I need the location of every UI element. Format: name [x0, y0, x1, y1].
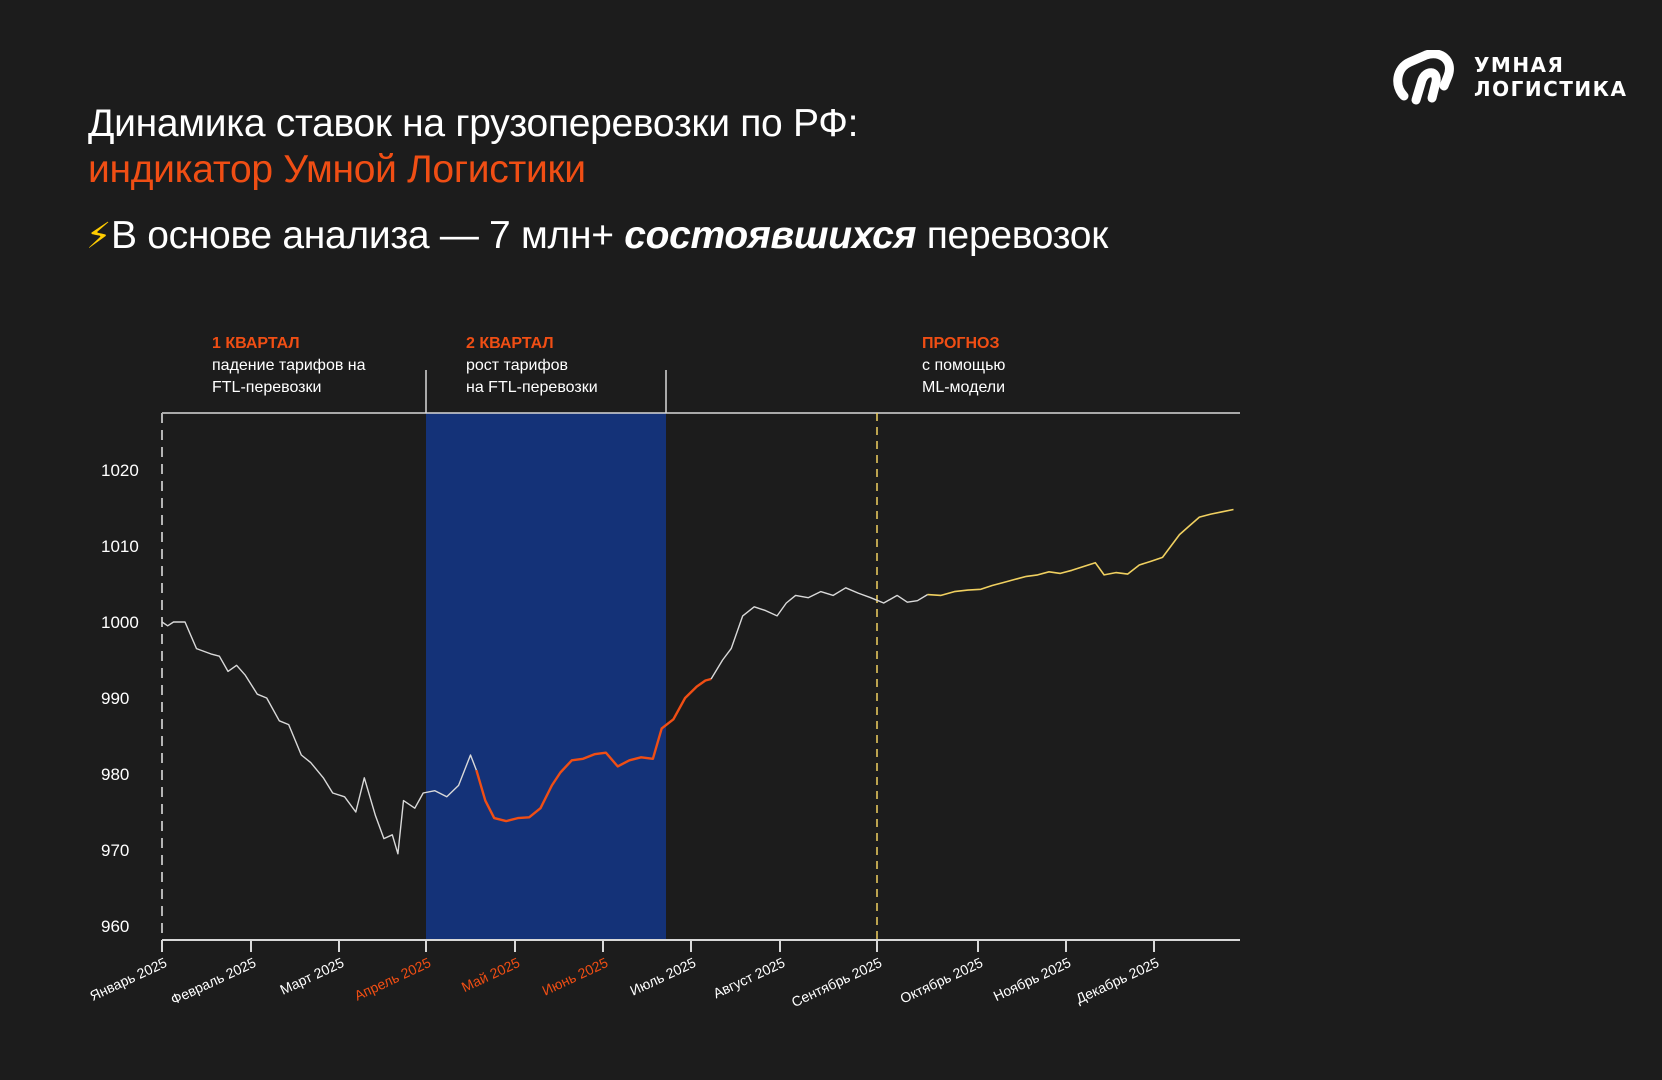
x-tick-label: Февраль 2025: [168, 954, 258, 1007]
period-heading: ПРОГНОЗ: [922, 335, 1000, 352]
x-tick-label: Апрель 2025: [352, 954, 434, 1003]
period-description: падение тарифов на: [212, 357, 366, 374]
x-tick-label: Август 2025: [711, 954, 788, 1001]
x-tick-label: Ноябрь 2025: [991, 954, 1074, 1004]
y-tick-label: 980: [101, 765, 129, 784]
y-tick-label: 960: [101, 917, 129, 936]
period-description: на FTL-перевозки: [466, 379, 598, 396]
subtitle: ⚡В основе анализа — 7 млн+ состоявшихся …: [86, 214, 1108, 258]
y-tick-label: 970: [101, 841, 129, 860]
page-title-accent: индикатор Умной Логистики: [88, 148, 586, 191]
x-tick-label: Май 2025: [459, 954, 523, 995]
y-tick-label: 1010: [101, 537, 139, 556]
x-tick-label: Октябрь 2025: [898, 954, 986, 1006]
subtitle-prefix: В основе анализа — 7 млн+: [110, 214, 625, 257]
lightning-icon: ⚡: [86, 215, 111, 256]
q2-highlight-band: [426, 413, 666, 940]
history-series-line: [710, 587, 928, 680]
subtitle-suffix: перевозок: [916, 214, 1109, 257]
page-title: Динамика ставок на грузоперевозки по РФ:: [88, 102, 859, 145]
period-description: FTL-перевозки: [212, 379, 321, 396]
y-tick-label: 1000: [101, 613, 139, 632]
x-tick-label: Июль 2025: [627, 954, 698, 998]
forecast-series-line: [927, 508, 1234, 597]
logo-text: УМНАЯ ЛОГИСТИКА: [1474, 53, 1627, 101]
logo-line2: ЛОГИСТИКА: [1474, 77, 1628, 101]
period-heading: 1 КВАРТАЛ: [212, 335, 300, 352]
x-tick-label: Июнь 2025: [539, 954, 610, 998]
umnaya-logistika-logo-icon: [1393, 50, 1454, 105]
period-description: рост тарифов: [466, 357, 568, 374]
y-tick-label: 990: [101, 689, 129, 708]
q2-series-line: [475, 677, 712, 823]
x-tick-label: Январь 2025: [87, 954, 169, 1004]
period-heading: 2 КВАРТАЛ: [466, 335, 554, 352]
x-tick-label: Март 2025: [277, 954, 346, 998]
subtitle-bold: состоявшихся: [624, 214, 917, 257]
logo-line1: УМНАЯ: [1474, 53, 1565, 77]
period-description: ML-модели: [922, 379, 1005, 396]
history-series-line: [161, 621, 478, 855]
x-tick-label: Декабрь 2025: [1073, 954, 1161, 1006]
x-tick-label: Сентябрь 2025: [789, 954, 885, 1010]
y-tick-label: 1020: [101, 461, 139, 480]
period-description: с помощью: [922, 357, 1005, 374]
